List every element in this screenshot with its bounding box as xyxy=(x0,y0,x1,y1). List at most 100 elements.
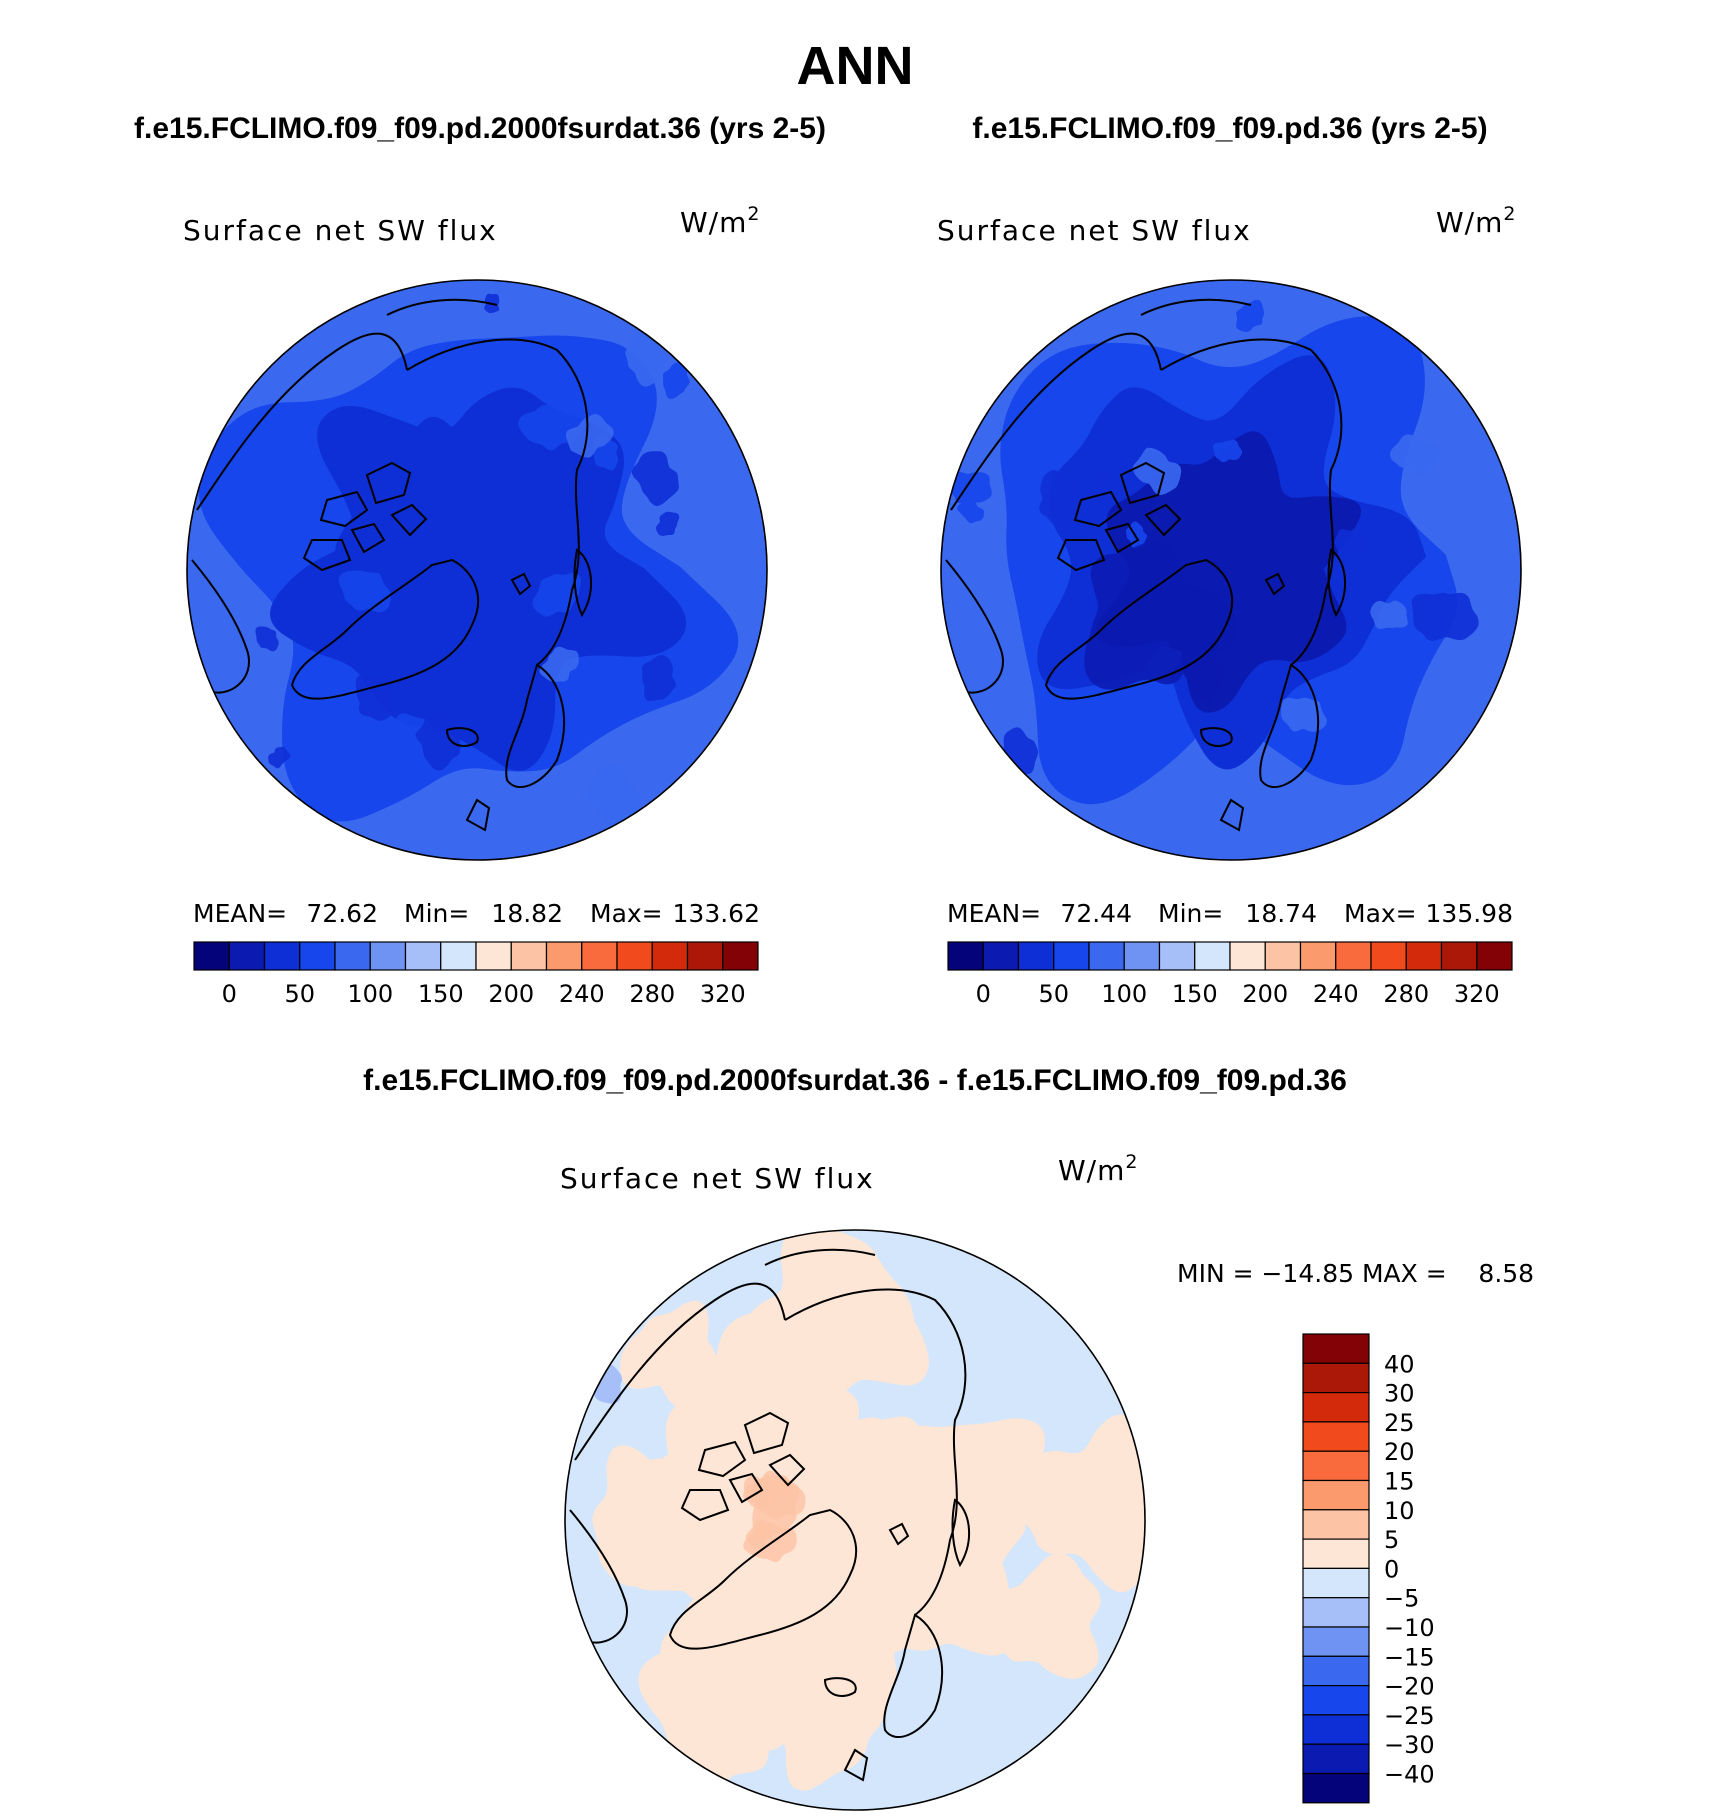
colorbar-swatch xyxy=(1123,941,1161,971)
variable-label-right: Surface net SW flux xyxy=(937,214,1252,247)
coastline xyxy=(1259,663,1319,789)
colorbar-swatch xyxy=(581,941,618,971)
contour-fill xyxy=(625,330,668,387)
contour-fill xyxy=(585,763,641,830)
stats-row-right: MEAN= 72.44 Min= 18.74 Max= 135.98 xyxy=(947,899,1513,928)
coastline xyxy=(1044,558,1234,700)
contour-fill xyxy=(1236,299,1265,332)
colorbar-swatch xyxy=(1053,941,1090,971)
coastline xyxy=(1219,798,1245,832)
colorbar-swatch xyxy=(616,941,653,971)
colorbar-swatch xyxy=(1302,1509,1370,1540)
colorbar-swatch xyxy=(1302,1450,1370,1482)
coastline xyxy=(569,1509,628,1644)
coastline xyxy=(823,1677,857,1697)
colorbar-tick-label: 25 xyxy=(1384,1409,1415,1437)
colorbar-swatch xyxy=(1302,1772,1370,1804)
coastline xyxy=(302,539,352,572)
colorbar-tick-label: 50 xyxy=(284,980,315,1008)
units-base: W/m xyxy=(1436,206,1503,239)
max-value: 135.98 xyxy=(1426,899,1513,928)
variable-label-diff: Surface net SW flux xyxy=(560,1162,875,1195)
coastline xyxy=(574,1282,786,1461)
coastline xyxy=(680,1489,730,1522)
contour-fill xyxy=(415,711,461,771)
contour-fill xyxy=(1089,468,1125,503)
contour-fill xyxy=(1132,447,1182,495)
contour-fill xyxy=(1212,439,1242,463)
contour-fill xyxy=(338,570,392,613)
contour-fill xyxy=(255,626,279,652)
colorbar-swatch xyxy=(228,941,266,971)
variable-label-left: Surface net SW flux xyxy=(183,214,498,247)
coastline xyxy=(1160,338,1343,666)
colorbar-swatch xyxy=(510,941,548,971)
colorbar-swatch xyxy=(545,941,583,971)
colorbar-swatch xyxy=(1476,941,1513,971)
coastline xyxy=(1140,298,1252,316)
mean-label: MEAN= xyxy=(193,899,287,928)
colorbar-right: 0 50 100 150 200 240 280 320 xyxy=(947,941,1513,1008)
colorbar-swatch xyxy=(334,941,371,971)
units-base: W/m xyxy=(1058,1154,1125,1187)
colorbar-tick-label: 15 xyxy=(1384,1468,1415,1496)
stats-row-left: MEAN= 72.62 Min= 18.82 Max= 133.62 xyxy=(193,899,760,928)
contour-fill xyxy=(631,451,679,506)
mean-value: 72.62 xyxy=(306,899,378,928)
colorbar-swatch xyxy=(686,941,724,971)
contour-fill xyxy=(1096,431,1361,713)
colorbar-tick-label: 200 xyxy=(488,980,534,1008)
contour-fill xyxy=(1013,1414,1145,1593)
coastline xyxy=(505,663,565,789)
contour-fill xyxy=(1049,751,1071,771)
map-border-diff xyxy=(564,1229,1146,1811)
mean-value: 72.44 xyxy=(1060,899,1132,928)
colorbar-tick-label: 0 xyxy=(222,980,237,1008)
colorbar-tick-label: 50 xyxy=(1038,980,1069,1008)
colorbar-tick-label: 320 xyxy=(700,980,746,1008)
polar-map-diff xyxy=(565,1230,1145,1810)
colorbar-tick-label: 150 xyxy=(418,980,464,1008)
coastline xyxy=(1119,461,1166,505)
coastline xyxy=(843,1748,869,1782)
contour-fill xyxy=(268,746,291,769)
units-sup: 2 xyxy=(747,203,760,225)
coastline xyxy=(784,1288,967,1616)
colorbar-swatch xyxy=(947,941,984,971)
map-border-right xyxy=(940,279,1522,861)
min-value: 18.74 xyxy=(1245,899,1317,928)
contour-fill xyxy=(355,674,395,721)
coastline xyxy=(1327,548,1347,618)
coastline xyxy=(191,559,250,694)
colorbar-swatch xyxy=(1302,1684,1370,1716)
max-label: Max= xyxy=(1344,899,1417,928)
colorbar-tick-label: 0 xyxy=(976,980,991,1008)
coastline xyxy=(945,559,1004,694)
colorbar-swatch xyxy=(1335,941,1372,971)
colorbar-tick-label: 200 xyxy=(1242,980,1288,1008)
coastline xyxy=(668,1508,858,1650)
min-value: 18.82 xyxy=(491,899,563,928)
coastline xyxy=(1073,490,1123,528)
coastline xyxy=(951,1498,971,1568)
contour-fill xyxy=(656,511,680,536)
colorbar-swatch xyxy=(299,941,336,971)
colorbar-tick-label: 20 xyxy=(1384,1438,1415,1466)
colorbar-swatch xyxy=(1017,941,1055,971)
case-title-right: f.e15.FCLIMO.f09_f09.pd.36 (yrs 2-5) xyxy=(972,112,1487,145)
units-base: W/m xyxy=(680,206,747,239)
colorbar-tick-label: −15 xyxy=(1384,1643,1435,1671)
units-sup: 2 xyxy=(1503,203,1516,225)
colorbar-swatch xyxy=(1088,941,1125,971)
colorbar-swatch xyxy=(722,941,759,971)
contour-fill xyxy=(662,362,690,399)
contour-fill xyxy=(565,413,614,458)
coastline xyxy=(768,1453,806,1487)
min-label: Min= xyxy=(404,899,469,928)
contour-fill xyxy=(1389,434,1441,476)
colorbar-tick-label: 280 xyxy=(629,980,675,1008)
colorbar-swatch xyxy=(1302,1479,1370,1511)
colorbar-swatch xyxy=(1302,1743,1370,1775)
